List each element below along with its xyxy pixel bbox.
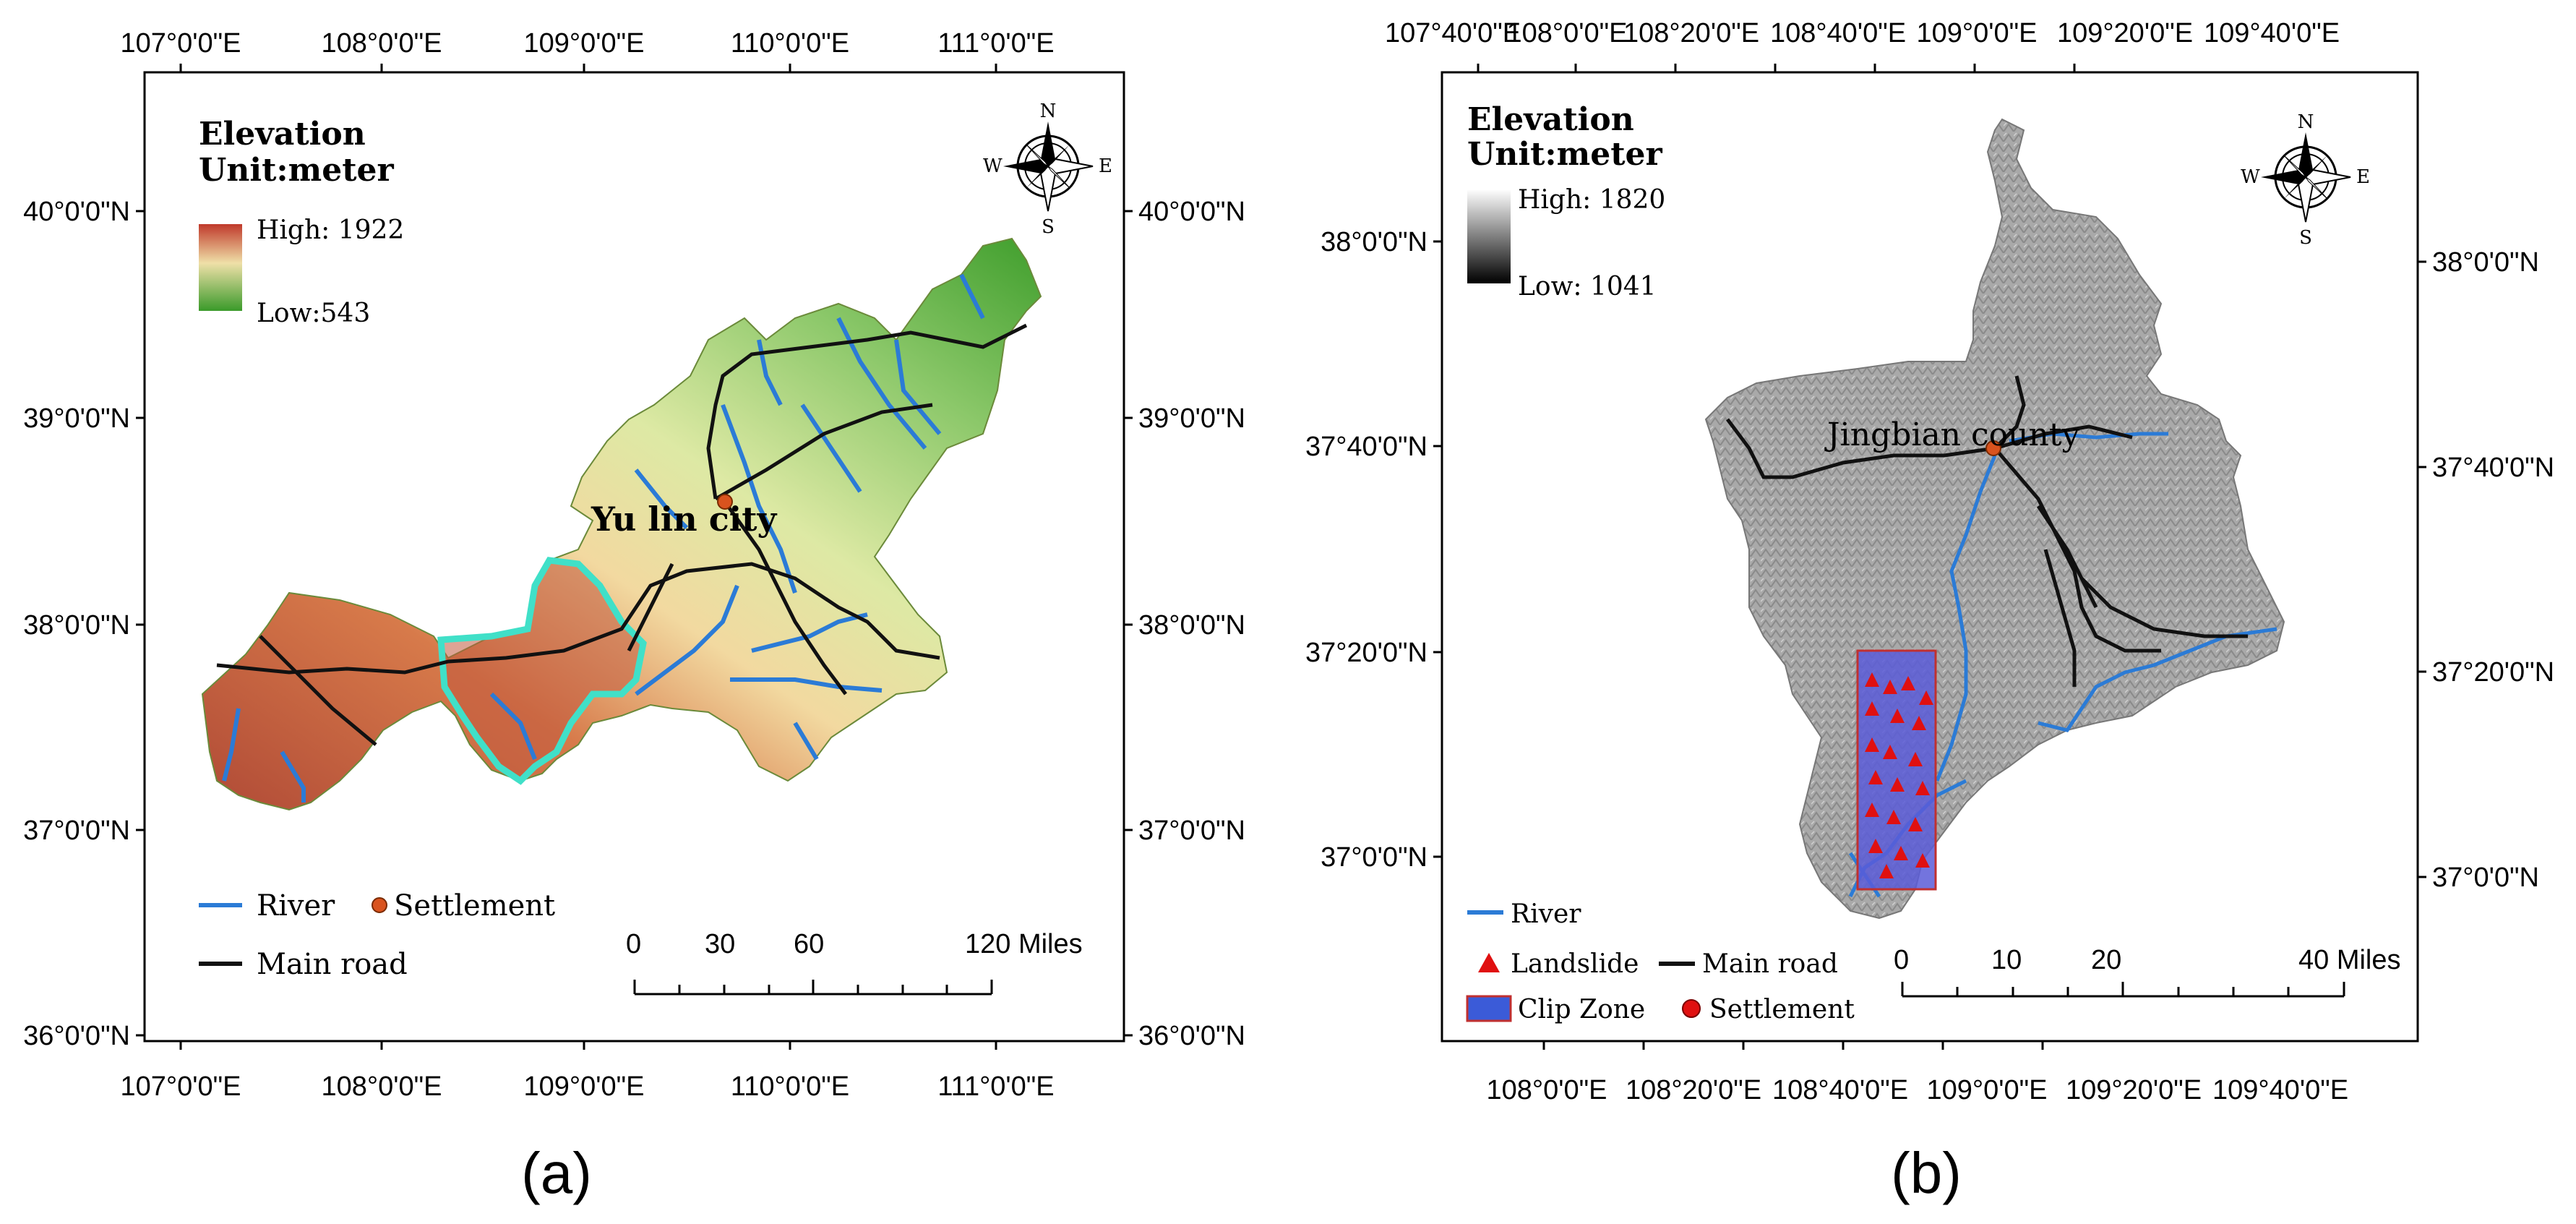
jingbian-boundary-highlight: [437, 557, 647, 785]
panel-a-bottom-tick: 107°0'0"E: [121, 1071, 241, 1102]
panel-b-legend-road: Main road: [1702, 949, 1838, 979]
panel-a-top-tick: 108°0'0"E: [322, 28, 442, 59]
panel-b-top-tick: 107°40'0"E: [1385, 18, 1521, 48]
panel-a-scale-label: 0: [626, 929, 641, 959]
panel-b-left-tick: 37°20'0"N: [1305, 638, 1427, 668]
panel-b-bottom-tick: 109°40'0"E: [2212, 1075, 2348, 1105]
panel-b-legend-high: High: 1820: [1518, 185, 1665, 215]
panel-a-left-tick: 36°0'0"N: [23, 1021, 130, 1051]
panel-a-legend-settlement: Settlement: [394, 889, 555, 923]
panel-a-scale-bar: [633, 980, 993, 996]
panel-a-legend-low: Low:543: [257, 299, 370, 328]
panel-a-elevation-ramp: [199, 224, 242, 311]
panel-b-top-tick: 108°0'0"E: [1507, 18, 1628, 48]
yulin-city-label: Yu lin city: [591, 500, 777, 539]
panel-b-scale-label: 20: [2091, 945, 2121, 975]
panel-a-legend-river: River: [257, 889, 335, 923]
panel-a-right-tick: 39°0'0"N: [1138, 403, 1245, 434]
panel-b-top-tick: 108°40'0"E: [1770, 18, 1906, 48]
panel-b-bottom-tick: 108°20'0"E: [1626, 1075, 1761, 1105]
panel-a-left-tick: 40°0'0"N: [23, 197, 130, 227]
panel-b-scale-label: 10: [1991, 945, 2022, 975]
panel-a-legend-road: Main road: [257, 948, 408, 981]
panel-a-caption: (a): [521, 1141, 592, 1205]
panel-a-legend-unit: Unit:meter: [199, 152, 395, 189]
east-label: E: [2356, 166, 2370, 188]
panel-a-scale-label: 120 Miles: [965, 929, 1083, 959]
panel-b-top-tick: 109°40'0"E: [2204, 18, 2340, 48]
jingbian-county-label: Jingbian county: [1824, 416, 2080, 453]
panel-b-right-tick: 37°20'0"N: [2432, 657, 2554, 688]
landslide-legend-icon: [1478, 953, 1500, 972]
panel-a-scale-label: 60: [794, 929, 824, 959]
panel-b-caption: (b): [1891, 1141, 1962, 1205]
panel-b-bottom-tick: 109°20'0"E: [2066, 1075, 2202, 1105]
panel-b-bottom-tick: 109°0'0"E: [1927, 1075, 2048, 1105]
panel-b-elevation-ramp: [1467, 189, 1511, 283]
panel-b-legend-low: Low: 1041: [1518, 272, 1657, 301]
panel-b-left-tick: 37°40'0"N: [1305, 432, 1427, 462]
panel-b-legend-settlement: Settlement: [1709, 995, 1855, 1024]
panel-a-bottom-tick: 108°0'0"E: [322, 1071, 442, 1102]
panel-b-roads: [1726, 375, 2248, 687]
panel-b-legend-river: River: [1511, 899, 1581, 929]
panel-b-bottom-tick: 108°40'0"E: [1772, 1075, 1908, 1105]
panel-b-scale-label: 40 Miles: [2298, 945, 2401, 975]
panel-a-bottom-tick: 109°0'0"E: [524, 1071, 645, 1102]
panel-a-legend-high: High: 1922: [257, 215, 404, 245]
panel-b: 107°40'0"E 108°0'0"E 108°20'0"E 108°40'0…: [1305, 18, 2554, 1205]
jingbian-settlement-marker: [1985, 440, 2001, 456]
panel-a-top-tick: 107°0'0"E: [121, 28, 241, 59]
panel-b-scale-bar: [1901, 982, 2345, 998]
panel-a: 107°0'0"E 108°0'0"E 109°0'0"E 110°0'0"E …: [23, 28, 1245, 1205]
panel-b-right-tick: 37°40'0"N: [2432, 453, 2554, 483]
panel-b-top-tick: 108°20'0"E: [1623, 18, 1759, 48]
panel-a-left-tick: 37°0'0"N: [23, 816, 130, 846]
panel-b-right-tick: 37°0'0"N: [2432, 863, 2539, 893]
panel-a-right-tick: 37°0'0"N: [1138, 816, 1245, 846]
yulin-settlement-marker: [717, 494, 733, 510]
panel-b-scale-label: 0: [1894, 945, 1909, 975]
east-label: E: [1099, 155, 1112, 177]
panel-a-right-tick: 38°0'0"N: [1138, 610, 1245, 641]
clip-zone-legend-icon: [1466, 995, 1512, 1022]
west-label: W: [983, 155, 1003, 177]
panel-a-top-tick: 111°0'0"E: [937, 28, 1054, 59]
panel-a-left-tick: 38°0'0"N: [23, 610, 130, 641]
panel-a-legend-title: Elevation: [199, 116, 366, 153]
panel-a-right-tick: 40°0'0"N: [1138, 197, 1245, 227]
panel-b-legend-clip: Clip Zone: [1518, 995, 1645, 1024]
panel-a-right-tick: 36°0'0"N: [1138, 1021, 1245, 1051]
panel-b-legend-landslide: Landslide: [1511, 949, 1639, 979]
panel-a-north-arrow-icon: N S E W: [983, 100, 1112, 238]
settlement-legend-icon: [1682, 999, 1701, 1018]
panel-a-top-tick: 109°0'0"E: [524, 28, 645, 59]
jingbian-region-shape: [1704, 118, 2285, 920]
panel-a-left-tick: 39°0'0"N: [23, 403, 130, 434]
north-label: N: [2298, 111, 2314, 133]
panel-a-top-tick: 110°0'0"E: [731, 28, 849, 59]
north-label: N: [1040, 100, 1057, 122]
settlement-legend-icon: [372, 897, 387, 913]
south-label: S: [1042, 216, 1055, 238]
panel-b-bottom-tick: 108°0'0"E: [1487, 1075, 1607, 1105]
west-label: W: [2241, 166, 2260, 188]
panel-b-top-tick: 109°0'0"E: [1917, 18, 2038, 48]
panel-a-roads: [216, 323, 1028, 746]
panel-b-left-tick: 37°0'0"N: [1321, 842, 1427, 873]
panel-b-legend-title: Elevation: [1467, 101, 1634, 138]
panel-b-top-tick: 109°20'0"E: [2057, 18, 2193, 48]
panel-b-left-tick: 38°0'0"N: [1321, 227, 1427, 257]
yulin-region-shape: [201, 237, 1042, 811]
panel-a-bottom-tick: 111°0'0"E: [937, 1071, 1054, 1102]
panel-b-right-tick: 38°0'0"N: [2432, 247, 2539, 278]
landslide-points: [1865, 672, 1933, 878]
panel-b-north-arrow-icon: N S E W: [2241, 111, 2370, 249]
panel-a-rivers: [222, 273, 985, 803]
panel-a-bottom-tick: 110°0'0"E: [731, 1071, 849, 1102]
panel-b-legend-unit: Unit:meter: [1467, 136, 1663, 173]
panel-a-scale-label: 30: [705, 929, 735, 959]
south-label: S: [2299, 227, 2312, 249]
